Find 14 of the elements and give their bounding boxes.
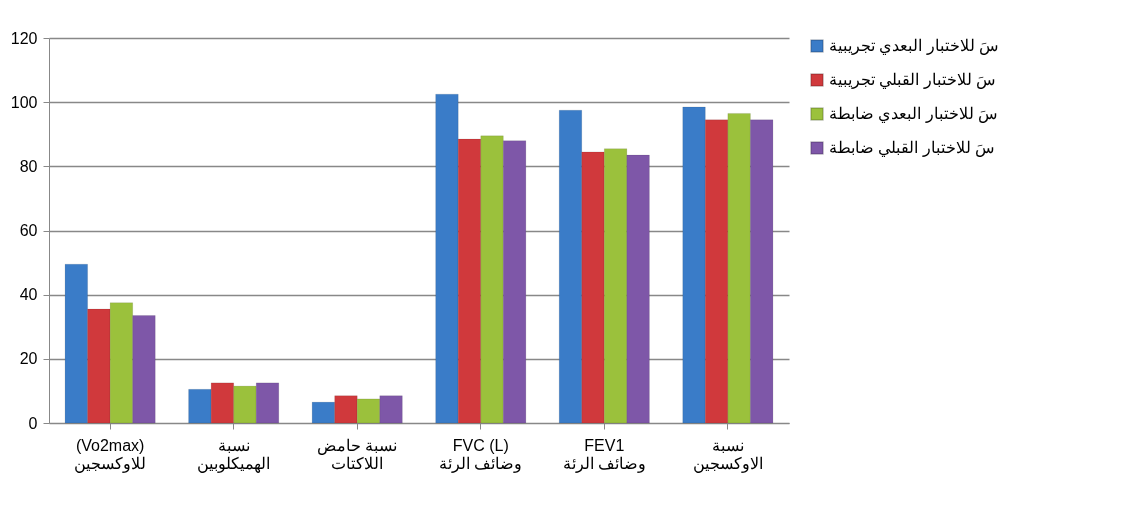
legend-label: سَ للاختبار البعدي تجريبية xyxy=(829,37,1000,55)
y-tick-label: 100 xyxy=(10,93,38,111)
y-tick-label: 40 xyxy=(19,286,38,304)
y-tick-label: 20 xyxy=(19,350,38,368)
legend-label: سَ للاختبار البعدي ضابطة xyxy=(829,105,999,123)
legend-label: سَ للاختبار القبلي تجريبية xyxy=(829,71,997,89)
x-tick-label: نسبة حامض اللاكتات xyxy=(317,436,398,472)
x-tick-label: نسبة الهميكلوبين xyxy=(197,436,271,473)
y-tick-label: 60 xyxy=(19,222,38,239)
y-tick-label: 80 xyxy=(19,157,38,175)
x-tick-label: نسبة الاوكسجين xyxy=(692,436,763,473)
legend-label: سَ للاختبار القبلي ضابطة xyxy=(829,139,996,157)
y-tick-label: 0 xyxy=(28,414,38,432)
y-tick-label: 120 xyxy=(10,29,38,47)
